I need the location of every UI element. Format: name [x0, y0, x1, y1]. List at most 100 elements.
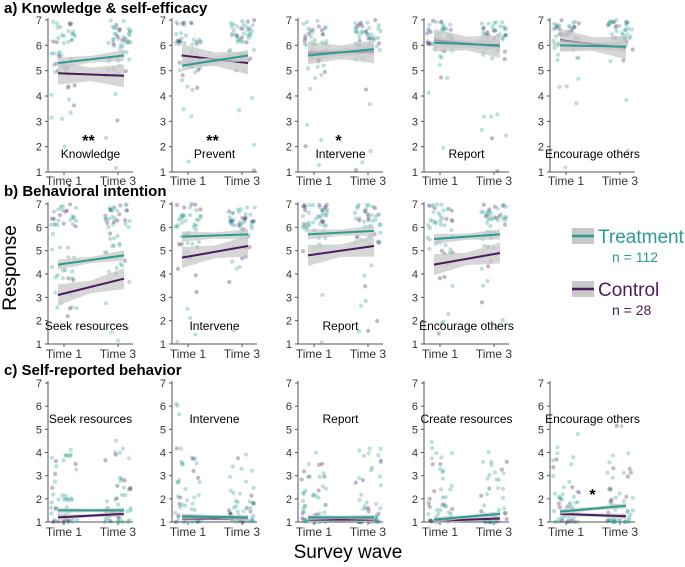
response-point — [301, 490, 306, 496]
response-point — [572, 24, 577, 29]
response-point — [431, 202, 436, 208]
response-point — [299, 477, 304, 482]
response-point — [481, 209, 486, 214]
x-tick-label: Time 3 — [100, 347, 137, 361]
response-point — [320, 32, 325, 37]
y-tick-label: 1 — [412, 167, 418, 179]
response-point — [479, 509, 484, 514]
response-point — [242, 216, 247, 222]
y-tick-label: 2 — [36, 142, 42, 154]
panel-label: Prevent — [194, 147, 236, 161]
response-point — [448, 511, 453, 516]
response-point — [178, 214, 184, 219]
response-point — [107, 205, 112, 210]
response-point — [370, 204, 376, 209]
response-point — [564, 84, 569, 89]
response-point — [110, 214, 115, 219]
response-point — [444, 216, 449, 221]
response-point — [360, 160, 365, 165]
response-point — [56, 497, 61, 502]
response-point — [611, 519, 616, 525]
response-point — [353, 25, 358, 30]
response-point — [361, 506, 366, 512]
response-point — [321, 63, 326, 68]
x-tick-label: Time 3 — [100, 525, 137, 539]
y-tick-label: 4 — [160, 448, 166, 460]
response-point — [353, 28, 358, 33]
response-point — [607, 486, 613, 491]
response-point — [110, 24, 116, 29]
response-point — [193, 70, 198, 75]
response-point — [110, 244, 115, 249]
response-point — [576, 519, 581, 525]
response-point — [485, 30, 490, 35]
response-point — [627, 36, 632, 41]
response-point — [630, 47, 635, 52]
x-tick-label: Time 3 — [100, 174, 137, 188]
response-point — [235, 499, 240, 505]
response-point — [227, 474, 233, 479]
response-point — [189, 114, 194, 119]
response-point — [310, 29, 315, 35]
response-point — [442, 24, 447, 30]
y-tick-label: 7 — [412, 15, 418, 27]
response-point — [198, 40, 203, 45]
response-point — [74, 205, 79, 211]
response-point — [111, 37, 116, 42]
response-point — [114, 26, 119, 31]
response-point — [484, 491, 490, 497]
treatment-trend-line — [181, 54, 249, 67]
response-point — [64, 208, 70, 213]
response-point — [114, 32, 119, 37]
y-tick-label: 1 — [286, 517, 292, 529]
response-point — [323, 204, 328, 210]
response-point — [374, 44, 379, 49]
response-point — [180, 502, 185, 507]
response-point — [66, 498, 71, 503]
response-point — [53, 471, 58, 476]
response-point — [198, 207, 203, 212]
response-point — [66, 97, 72, 102]
response-point — [237, 264, 242, 269]
response-point — [575, 432, 580, 437]
response-point — [319, 219, 324, 224]
response-point — [248, 212, 253, 217]
response-point — [230, 259, 235, 264]
response-point — [430, 462, 435, 467]
response-point — [235, 35, 240, 40]
response-point — [243, 215, 248, 220]
response-point — [241, 31, 246, 36]
response-point — [70, 519, 75, 524]
treatment-trend-line — [57, 54, 125, 65]
response-point — [499, 467, 504, 472]
response-point — [486, 209, 491, 214]
y-tick-label: 6 — [160, 401, 166, 413]
response-point — [316, 462, 322, 467]
response-point — [186, 159, 191, 164]
y-tick-label: 6 — [36, 401, 42, 413]
response-point — [248, 505, 253, 511]
response-point — [180, 220, 185, 225]
response-point — [323, 502, 328, 508]
response-point — [182, 20, 187, 25]
response-point — [70, 276, 75, 281]
response-point — [495, 112, 500, 117]
response-point — [627, 466, 632, 471]
response-point — [376, 453, 381, 458]
response-point — [240, 26, 246, 32]
response-point — [362, 208, 368, 214]
response-point — [250, 518, 255, 523]
response-point — [494, 20, 499, 25]
response-point — [196, 475, 201, 480]
response-point — [115, 34, 120, 39]
response-point — [56, 218, 61, 223]
response-point — [610, 453, 615, 458]
response-point — [180, 21, 185, 26]
response-point — [378, 29, 383, 34]
response-point — [625, 32, 630, 37]
response-point — [376, 511, 381, 516]
y-tick-label: 7 — [538, 15, 544, 27]
response-point — [300, 225, 305, 230]
y-tick-label: 7 — [36, 15, 42, 27]
response-point — [176, 222, 181, 228]
